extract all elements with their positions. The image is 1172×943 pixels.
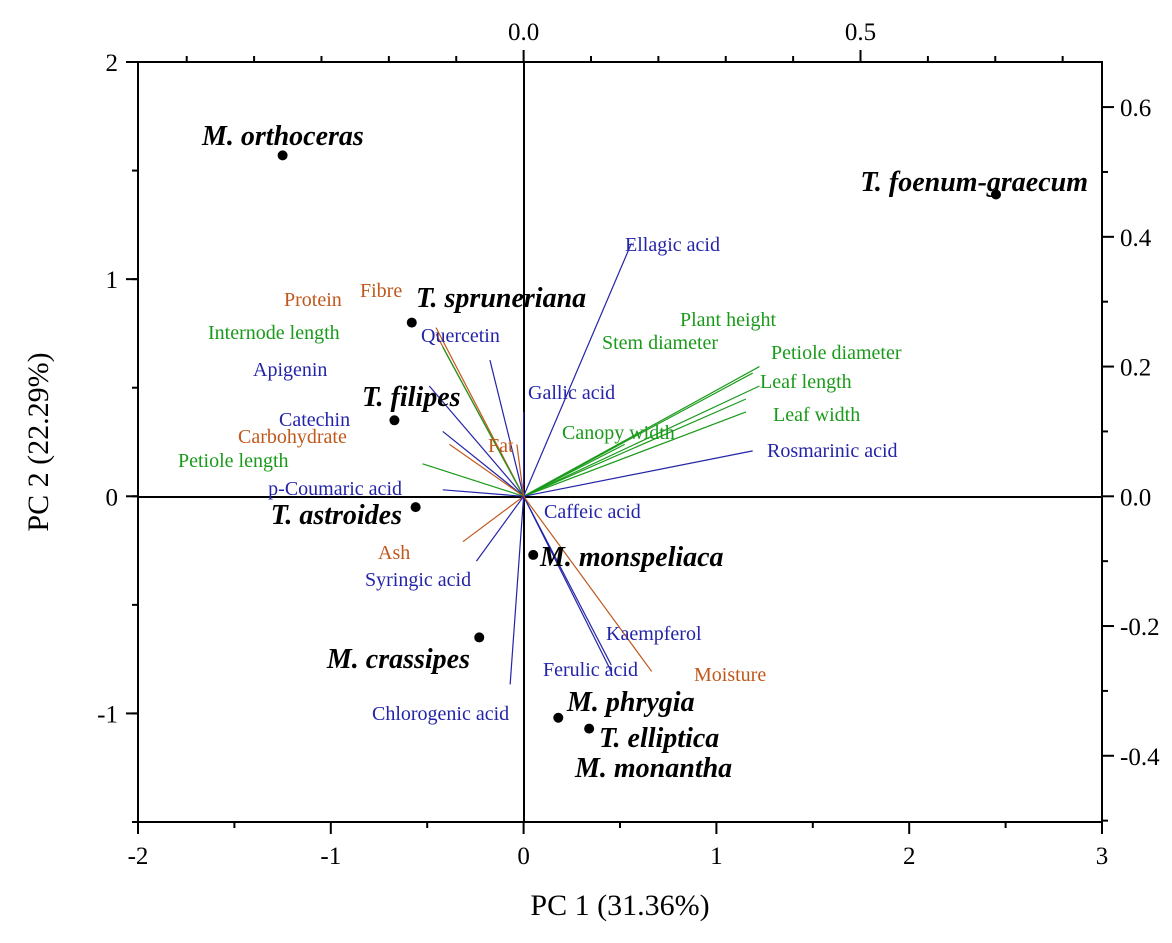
- vector-label-petiole-diameter: Petiole diameter: [771, 342, 902, 364]
- vector-syringic-acid: [475, 495, 525, 562]
- score-points: [277, 150, 1001, 734]
- top-tick-label: 0.5: [845, 19, 876, 46]
- vector-leaf-length: [523, 398, 747, 497]
- right-tick-label: 0.4: [1120, 225, 1152, 252]
- vector-quercetin: [489, 359, 525, 497]
- vector-label-ellagic-acid: Ellagic acid: [625, 234, 720, 256]
- x-axis-label: PC 1 (31.36%): [530, 889, 709, 922]
- vector-carbohydrate: [449, 443, 524, 497]
- vector-label-syringic-acid: Syringic acid: [365, 569, 471, 591]
- x-tick-label: 0: [517, 843, 530, 870]
- y-tick-label: 0: [106, 484, 119, 511]
- point-m-phrygia: [553, 712, 564, 723]
- vector-apigenin: [428, 385, 525, 497]
- score-label-m-orthoceras: M. orthoceras: [201, 121, 364, 152]
- vector-label-ferulic-acid: Ferulic acid: [543, 659, 638, 681]
- vector-label-quercetin: Quercetin: [421, 325, 500, 347]
- vector-label-fat: Fat: [488, 435, 514, 457]
- vector-label-protein: Protein: [284, 289, 342, 311]
- vector-label-p-coumaric-acid: p-Coumaric acid: [268, 478, 402, 500]
- vector-label-plant-height: Plant height: [680, 309, 777, 331]
- vector-label-fibre: Fibre: [360, 280, 402, 302]
- score-label-m-phrygia: M. phrygia: [566, 687, 695, 718]
- x-tick-label: 3: [1096, 843, 1109, 870]
- top-tick-label: 0.0: [508, 19, 539, 46]
- right-tick-label: -0.4: [1120, 744, 1160, 771]
- vector-canopy-width: [523, 443, 625, 497]
- vector-label-chlorogenic-acid: Chlorogenic acid: [372, 703, 509, 725]
- score-label-t-astroides: T. astroides: [271, 500, 402, 531]
- x-tick-label: 1: [710, 843, 723, 870]
- vector-label-apigenin: Apigenin: [253, 359, 327, 381]
- vector-leaf-width: [523, 411, 747, 497]
- x-tick-label: -1: [320, 843, 341, 870]
- vector-catechin: [442, 430, 524, 497]
- vector-petiole-length: [422, 463, 524, 497]
- vector-label-internode-length: Internode length: [208, 322, 340, 344]
- score-label-m-monantha: M. monantha: [574, 753, 732, 784]
- vector-label-petiole-length: Petiole length: [178, 450, 289, 472]
- vector-label-carbohydrate: Carbohydrate: [238, 426, 347, 448]
- vector-label-caffeic-acid: Caffeic acid: [544, 501, 641, 523]
- vector-label-leaf-width: Leaf width: [773, 404, 860, 426]
- vector-p-coumaric-acid: [442, 489, 524, 497]
- vector-label-canopy-width: Canopy width: [562, 422, 675, 444]
- score-label-m-monspeliaca: M. monspeliaca: [539, 542, 724, 573]
- vector-label-rosmarinic-acid: Rosmarinic acid: [767, 440, 898, 462]
- vector-label-catechin: Catechin: [279, 409, 350, 431]
- vector-internode-length: [442, 346, 525, 497]
- loading-vectors: [422, 243, 760, 685]
- point-m-orthoceras: [277, 150, 288, 161]
- vector-label-ash: Ash: [378, 542, 410, 564]
- point-t-spruneriana: [406, 317, 417, 328]
- vector-petiole-diameter: [523, 385, 760, 497]
- score-label-t-spruneriana: T. spruneriana: [416, 283, 586, 314]
- right-tick-label: 0.6: [1120, 95, 1151, 122]
- vector-label-moisture: Moisture: [694, 664, 766, 686]
- axis-ticks: -2 -1 0 1 2 3 -1 0 1 2 0.0 0.5 -0.4 -0.2 0.0 0.2 0.4 0.6: [97, 19, 1160, 870]
- score-label-m-crassipes: M. crassipes: [326, 644, 470, 675]
- vector-stem-diameter: [523, 372, 753, 497]
- y-axis-label: PC 2 (22.29%): [22, 352, 55, 531]
- point-t-filipes: [389, 415, 400, 426]
- point-t-elliptica: [584, 723, 595, 734]
- vector-moisture: [523, 495, 653, 672]
- score-label-t-filipes: T. filipes: [362, 382, 461, 413]
- score-label-t-foenum-graecum: T. foenum-graecum: [860, 167, 1088, 198]
- x-tick-label: -2: [128, 843, 149, 870]
- point-t-foenum-graecum: [990, 189, 1001, 200]
- vector-kaempferol: [523, 496, 612, 672]
- point-t-astroides: [410, 502, 421, 513]
- point-m-monspeliaca: [528, 549, 539, 560]
- x-tick-label: 2: [903, 843, 916, 870]
- chart-labels: M. orthoceras T. foenum-graecum T. spruner…: [178, 121, 1088, 784]
- vector-fat: [516, 444, 525, 497]
- point-m-crassipes: [474, 632, 485, 643]
- vector-rosmarinic-acid: [523, 450, 753, 497]
- right-tick-label: -0.2: [1120, 614, 1160, 641]
- vector-label-kaempferol: Kaempferol: [606, 623, 702, 645]
- right-tick-label: 0.0: [1120, 484, 1151, 511]
- right-tick-label: 0.2: [1120, 355, 1151, 382]
- score-label-t-elliptica: T. elliptica: [599, 723, 719, 754]
- vector-label-leaf-length: Leaf length: [760, 371, 852, 393]
- y-tick-label: 2: [106, 50, 119, 77]
- vector-ash: [462, 495, 524, 543]
- vector-chlorogenic-acid: [509, 496, 525, 685]
- vector-label-gallic-acid: Gallic acid: [528, 382, 615, 404]
- y-tick-label: -1: [97, 701, 118, 728]
- y-tick-label: 1: [106, 267, 119, 294]
- vector-label-stem-diameter: Stem diameter: [602, 332, 718, 354]
- vector-ellagic-acid: [523, 243, 632, 497]
